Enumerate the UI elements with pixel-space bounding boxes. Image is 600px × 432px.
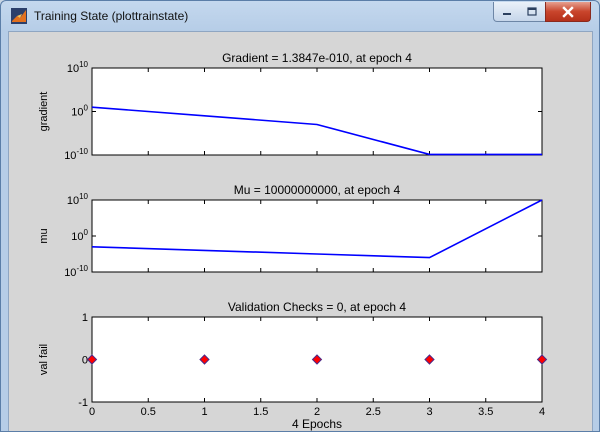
x-tick-label-4: 2 — [314, 406, 320, 418]
minimize-icon — [502, 12, 511, 15]
matlab-app-icon — [11, 8, 27, 24]
x-tick-label-1: 0.5 — [141, 406, 156, 418]
val-fail-marker-0 — [86, 354, 98, 365]
close-icon — [562, 5, 574, 18]
y-tick-label-3-1: 0 — [82, 355, 88, 367]
val-fail-marker-2 — [311, 354, 323, 365]
axes-box-1 — [91, 67, 543, 156]
title-bar[interactable]: Training State (plottrainstate) — [1, 1, 599, 31]
close-button[interactable] — [545, 2, 591, 22]
x-tick-label-8: 4 — [539, 406, 545, 418]
y-axis-label-3: val fail — [38, 344, 50, 375]
val-fail-marker-3 — [424, 354, 435, 365]
axes-title-1: Gradient = 1.3847e-010, at epoch 4 — [222, 51, 412, 65]
series-line-2 — [91, 199, 543, 259]
axes-title-3: Validation Checks = 0, at epoch 4 — [228, 300, 407, 314]
figure-area: Gradient = 1.3847e-010, at epoch 4 gradie… — [8, 31, 593, 431]
y-tick-label-1-1: 100 — [71, 104, 88, 119]
x-tick-label-2: 1 — [201, 406, 207, 418]
val-fail-marker-1 — [199, 354, 210, 365]
minimize-button[interactable] — [493, 2, 520, 22]
axes-title-2: Mu = 10000000000, at epoch 4 — [234, 183, 401, 197]
x-tick-label-6: 3 — [426, 406, 432, 418]
y-tick-label-3-2: -1 — [78, 397, 88, 409]
y-tick-label-2-0: 1010 — [67, 192, 89, 207]
y-tick-label-2-1: 100 — [71, 228, 88, 243]
y-tick-label-1-2: 10-10 — [64, 147, 88, 162]
training-state-figure: Gradient = 1.3847e-010, at epoch 4 gradie… — [38, 51, 548, 431]
x-tick-label-3: 1.5 — [253, 406, 268, 418]
maximize-button[interactable] — [519, 2, 546, 22]
x-tick-label-7: 3.5 — [478, 406, 493, 418]
y-axis-label-1: gradient — [38, 92, 50, 132]
x-axis-label: 4 Epochs — [292, 417, 342, 431]
y-tick-label-3-0: 1 — [82, 312, 88, 324]
val-fail-marker-4 — [536, 354, 548, 365]
window-title: Training State (plottrainstate) — [34, 9, 189, 23]
maximize-icon — [527, 6, 537, 16]
axes-box-2 — [91, 199, 543, 273]
y-tick-label-2-2: 10-10 — [64, 264, 88, 279]
y-axis-label-2: mu — [38, 228, 50, 243]
x-tick-label-5: 2.5 — [366, 406, 381, 418]
x-tick-label-0: 0 — [89, 406, 95, 418]
y-tick-label-1-0: 1010 — [67, 60, 89, 75]
series-line-1 — [91, 106, 542, 156]
